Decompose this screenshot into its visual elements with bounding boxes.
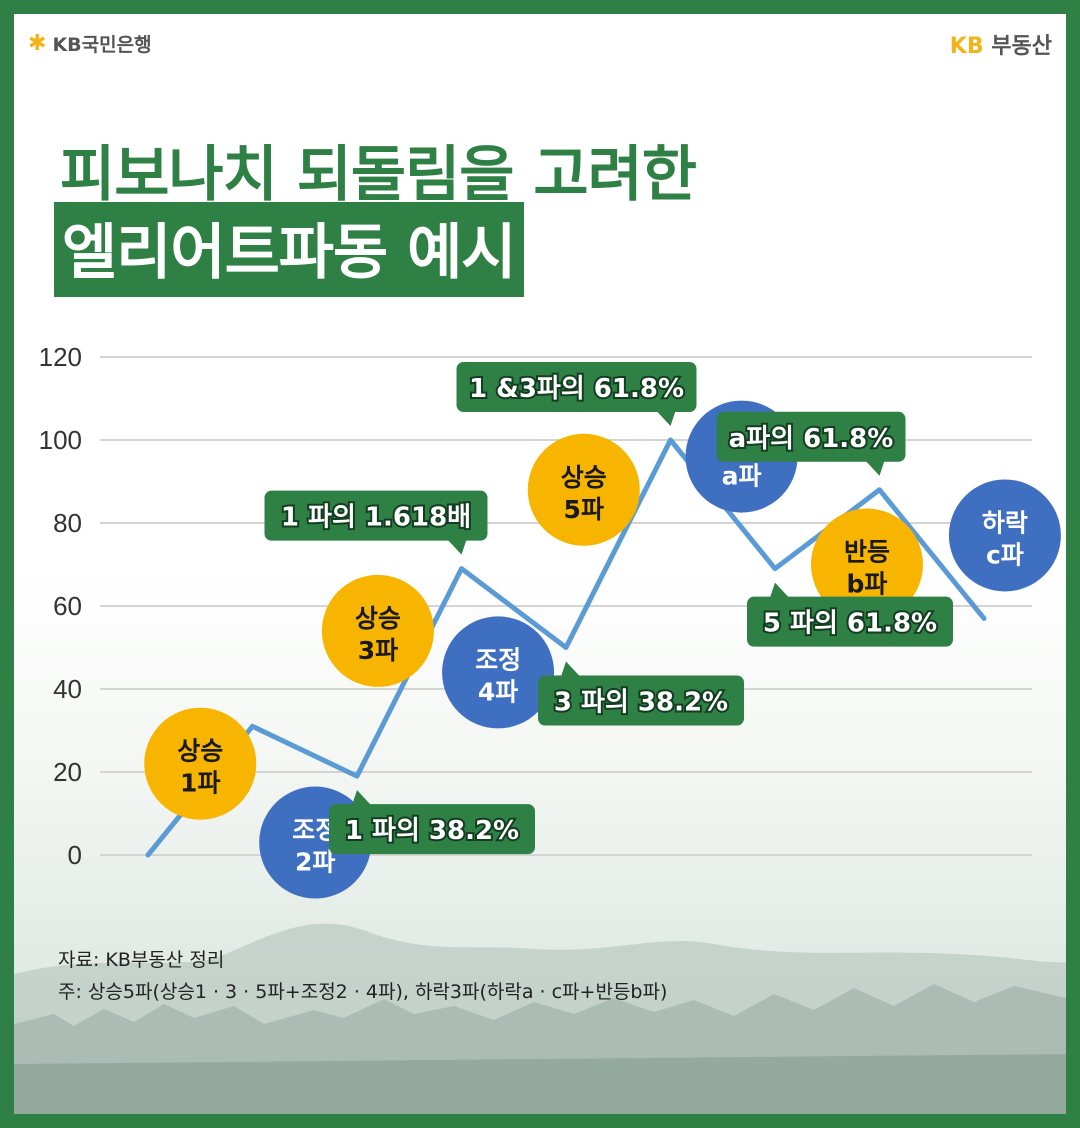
page-title-line1: 피보나치 되돌림을 고려한	[60, 140, 697, 210]
wave-bubble-label-2-line2: 2파	[295, 848, 335, 877]
wave-bubble-5	[527, 433, 640, 546]
wave-bubble-8	[948, 479, 1061, 592]
annotation-pointer-5	[770, 582, 789, 598]
wave-bubble-label-6-line2: a파	[722, 462, 762, 491]
chart-notes: 자료: KB부동산 정리 주: 상승5파(상승1 · 3 · 5파+조정2 · …	[58, 944, 667, 1008]
annotation-label-2: 1 파의 1.618배	[281, 503, 471, 533]
kb-real-estate-logo-text: 부동산	[991, 34, 1052, 59]
annotation-label-1: 1 파의 38.2%	[345, 816, 519, 846]
y-tick-label-60: 60	[53, 591, 82, 621]
wave-bubble-label-4-line2: 4파	[478, 677, 518, 706]
annotation-pointer-2	[447, 539, 467, 555]
wave-bubble-7	[810, 508, 923, 621]
wave-bubble-label-4-line1: 조정	[475, 645, 521, 674]
kb-kookmin-bank-logo: ✱ KB국민은행	[28, 30, 152, 57]
source-note: 자료: KB부동산 정리	[58, 949, 225, 971]
annotation-pointer-4	[656, 411, 676, 426]
annotation-box-2	[264, 490, 488, 541]
wave-bubble-label-3-line2: 3파	[358, 636, 398, 665]
kb-kookmin-bank-logo-text: KB국민은행	[52, 34, 152, 56]
city-skyline-background	[14, 923, 1066, 1114]
wave-bubble-label-8-line2: c파	[986, 540, 1024, 569]
wave-bubble-4	[442, 616, 555, 729]
annotation-box-5	[747, 596, 953, 647]
annotation-label-6: a파의 61.8%	[729, 424, 894, 454]
annotation-box-4	[456, 362, 697, 412]
annotation-box-1	[329, 804, 535, 855]
infographic-frame: ✱ KB국민은행 KB 부동산 피보나치 되돌림을 고려한 엘리어트파동 예시 …	[14, 14, 1066, 1114]
y-tick-label-80: 80	[53, 508, 82, 538]
annotation-label-3: 3 파의 38.2%	[554, 688, 728, 718]
wave-bubble-label-5-line1: 상승	[561, 463, 607, 492]
kb-real-estate-logo: KB 부동산	[950, 28, 1052, 60]
annotation-label-5: 5 파의 61.8%	[763, 609, 937, 639]
wave-bubble-label-5-line2: 5파	[564, 495, 604, 524]
y-tick-label-120: 120	[39, 342, 82, 372]
annotation-box-3	[538, 675, 744, 726]
wave-bubble-label-8-line1: 하락	[982, 508, 1028, 537]
elliott-wave-chart: 020406080100120상승1파조정2파상승3파조정4파상승5파하락a파반…	[39, 342, 1061, 899]
page-title-line2: 엘리어트파동 예시	[54, 202, 524, 297]
annotation-pointer-6	[865, 460, 885, 476]
annotation-pointer-3	[561, 661, 580, 677]
wave-bubble-label-7-line1: 반등	[844, 538, 890, 567]
wave-bubble-label-1-line2: 1파	[180, 769, 220, 798]
y-tick-label-100: 100	[39, 425, 82, 455]
y-tick-label-40: 40	[53, 674, 82, 704]
wave-bubble-3	[321, 574, 434, 687]
annotation-pointer-1	[352, 790, 371, 806]
annotation-label-4: 1 &3파의 61.8%	[469, 374, 684, 404]
y-tick-label-0: 0	[68, 840, 82, 870]
footnote: 주: 상승5파(상승1 · 3 · 5파+조정2 · 4파), 하락3파(하락a…	[58, 981, 668, 1003]
y-tick-label-20: 20	[53, 757, 82, 787]
wave-bubble-1	[144, 707, 257, 820]
kb-real-estate-logo-kb: KB	[949, 34, 984, 59]
kb-star-icon: ✱	[28, 31, 47, 56]
wave-bubble-label-1-line1: 상승	[177, 737, 223, 766]
wave-bubble-label-7-line2: b파	[847, 570, 888, 599]
wave-bubble-label-3-line1: 상승	[355, 604, 401, 633]
annotation-box-6	[716, 411, 906, 462]
